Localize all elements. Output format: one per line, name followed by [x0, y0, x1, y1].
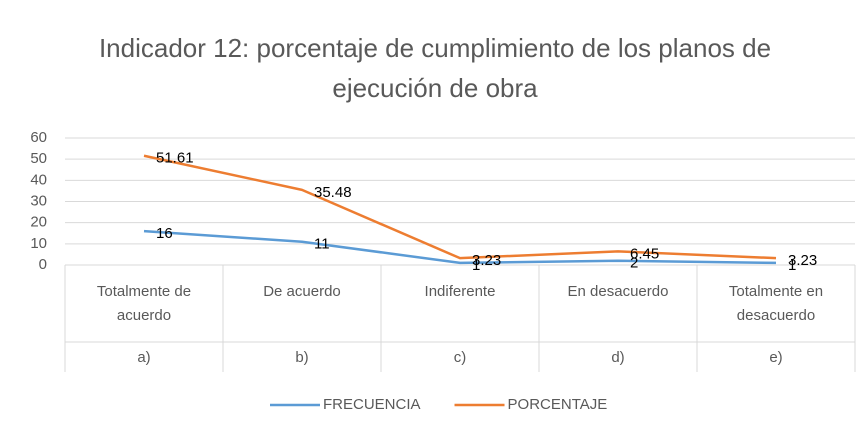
data-label: 3.23 — [788, 252, 817, 269]
x-group-label: e) — [769, 349, 783, 366]
y-tick-label: 60 — [30, 129, 47, 146]
chart-title: Indicador 12: porcentaje de cumplimiento… — [98, 33, 772, 103]
data-label: 16 — [156, 225, 173, 242]
x-tick-label: De acuerdo — [263, 283, 341, 300]
data-label: 1 — [472, 257, 480, 274]
x-group-label: c) — [453, 349, 467, 366]
x-tick-label: Totalmente en desacuerdo — [728, 283, 824, 324]
y-tick-label: 40 — [30, 171, 47, 188]
data-label: 1 — [788, 257, 796, 274]
y-tick-label: 30 — [30, 192, 47, 209]
y-tick-label: 0 — [39, 256, 47, 273]
series-line — [143, 229, 777, 265]
x-group-label: d) — [611, 349, 625, 366]
legend-label: PORCENTAJE — [508, 396, 608, 413]
data-label: 51.61 — [156, 150, 194, 167]
data-label: 3.23 — [472, 252, 501, 269]
x-tick-label: En desacuerdo — [567, 283, 669, 300]
data-label: 2 — [630, 255, 638, 272]
data-label: 11 — [314, 236, 330, 253]
x-tick-label: Indiferente — [424, 283, 496, 300]
x-tick-label: Totalmente de acuerdo — [96, 283, 192, 324]
data-label: 35.48 — [314, 184, 352, 201]
y-tick-label: 10 — [30, 235, 47, 252]
data-label: 6.45 — [630, 245, 659, 262]
y-tick-label: 20 — [30, 214, 47, 231]
legend-label: FRECUENCIA — [323, 396, 421, 413]
series-line — [143, 154, 777, 260]
x-group-label: b) — [295, 349, 309, 366]
x-group-label: a) — [137, 349, 151, 366]
y-tick-label: 50 — [30, 150, 47, 167]
